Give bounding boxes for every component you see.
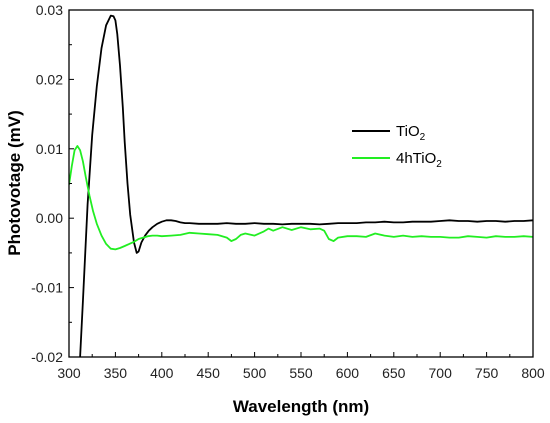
- x-tick-label: 600: [336, 365, 360, 381]
- y-tick-label: 0.03: [36, 2, 63, 18]
- y-tick-label: 0.02: [36, 71, 63, 87]
- x-tick-label: 700: [429, 365, 453, 381]
- series-line-tio2: [79, 14, 533, 357]
- y-axis: -0.02 -0.01 0.00 0.01 0.02 0.03: [31, 2, 74, 365]
- series-line-4htio2: [69, 145, 533, 251]
- legend: TiO2 4hTiO2: [352, 123, 442, 170]
- plot-area: [68, 9, 534, 358]
- x-tick-label: 300: [57, 365, 81, 381]
- legend-label-tio2: TiO2: [396, 123, 426, 143]
- y-tick-label: -0.02: [31, 349, 63, 365]
- plot-frame: [68, 9, 534, 358]
- legend-item-tio2: TiO2: [352, 123, 426, 143]
- x-tick-label: 550: [289, 365, 313, 381]
- x-tick-label: 350: [104, 365, 128, 381]
- x-axis: 300 350 400 450 500 550 600 650 700 750 800: [57, 352, 545, 381]
- x-tick-label: 800: [521, 365, 545, 381]
- x-axis-title: Wavelength (nm): [233, 397, 369, 416]
- x-tick-label: 400: [150, 365, 174, 381]
- legend-item-4htio2: 4hTiO2: [352, 150, 442, 170]
- legend-label-4htio2: 4hTiO2: [396, 150, 442, 170]
- y-tick-label: -0.01: [31, 280, 63, 296]
- x-tick-label: 750: [475, 365, 499, 381]
- x-tick-label: 500: [243, 365, 267, 381]
- x-tick-label: 650: [382, 365, 406, 381]
- y-tick-label: 0.01: [36, 141, 63, 157]
- y-axis-title: Photovotage (mV): [5, 110, 24, 255]
- x-tick-label: 450: [197, 365, 221, 381]
- y-tick-label: 0.00: [36, 210, 63, 226]
- series-layer: [69, 14, 533, 357]
